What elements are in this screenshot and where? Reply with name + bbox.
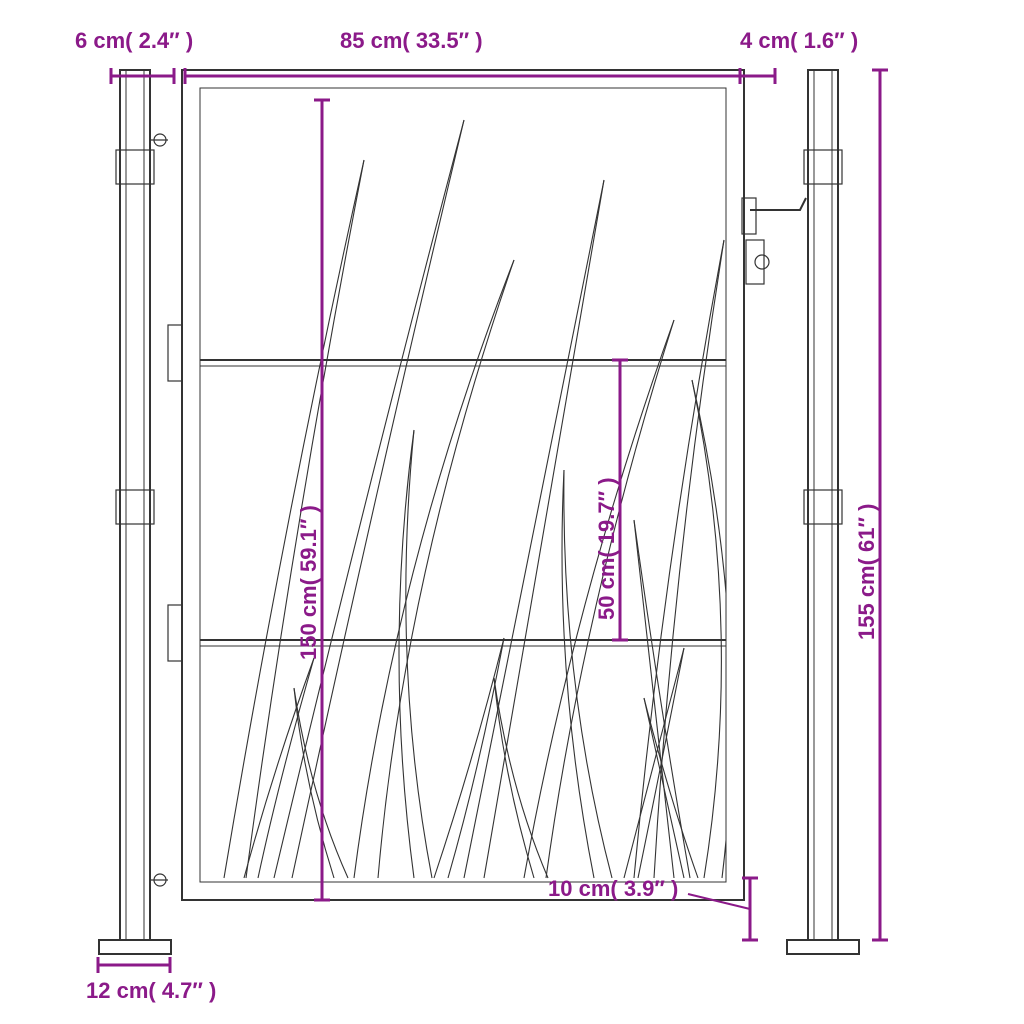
dim-outer-height: 155 cm( 61″ ) [854, 503, 880, 640]
dim-top-width: 85 cm( 33.5″ ) [340, 28, 483, 54]
dim-top-left-gap: 6 cm( 2.4″ ) [75, 28, 193, 54]
dim-inner-height: 150 cm( 59.1″ ) [296, 505, 322, 660]
dim-ground-clearance: 10 cm( 3.9″ ) [548, 876, 678, 902]
dim-top-right-gap: 4 cm( 1.6″ ) [740, 28, 858, 54]
dim-middle-gap: 50 cm( 19.7″ ) [594, 477, 620, 620]
dim-base-plate: 12 cm( 4.7″ ) [86, 978, 216, 1004]
